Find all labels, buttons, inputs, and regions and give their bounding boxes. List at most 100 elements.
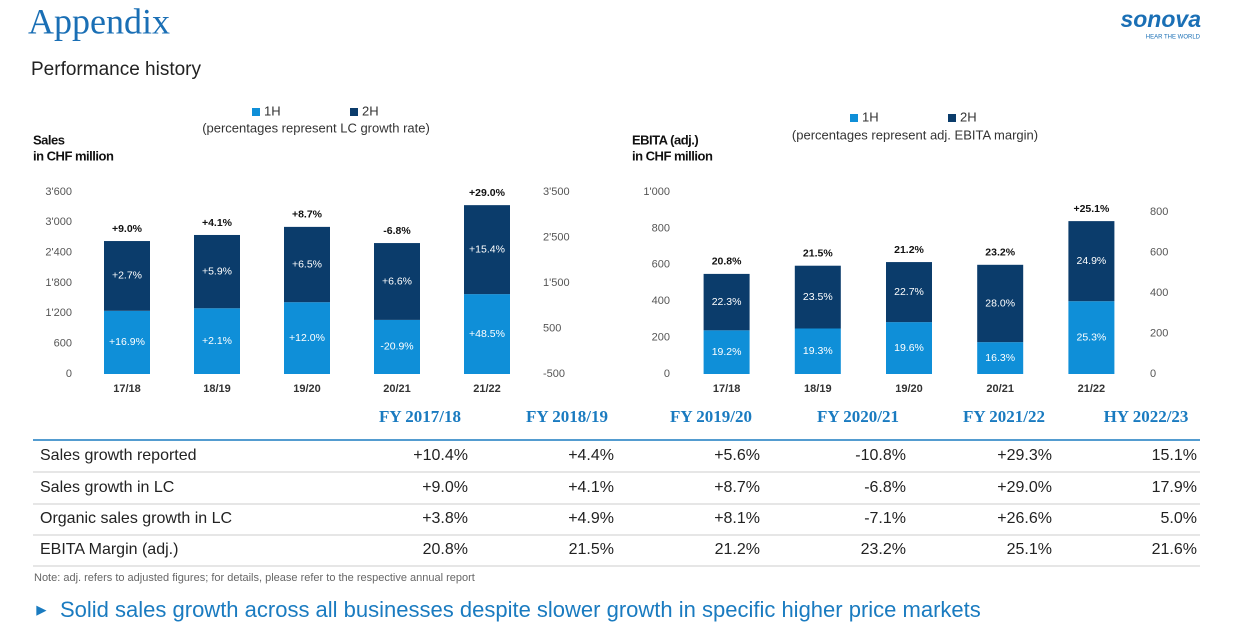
table-header: HY 2022/23 [1104, 407, 1189, 426]
table-cell: -6.8% [864, 479, 906, 496]
segment-label: 24.9% [1077, 255, 1107, 267]
total-label: 20.8% [712, 256, 742, 268]
segment-label: +2.1% [202, 335, 232, 347]
legend-note: (percentages represent LC growth rate) [202, 120, 430, 135]
segment-label: +2.7% [112, 270, 142, 282]
x-tick-label: 20/21 [986, 383, 1014, 395]
note: Note: adj. refers to adjusted figures; f… [34, 572, 475, 584]
y2-tick-label: 200 [1150, 327, 1168, 339]
table-cell: 23.2% [861, 541, 906, 558]
segment-label: +48.5% [469, 328, 505, 340]
legend-note: (percentages represent adj. EBITA margin… [792, 127, 1038, 142]
bar-segment [104, 241, 150, 311]
segment-label: +6.5% [292, 258, 322, 270]
table-cell: 21.5% [569, 541, 614, 558]
table-header: FY 2021/22 [963, 407, 1045, 426]
segment-label: 19.6% [894, 342, 924, 354]
table-cell: +9.0% [422, 479, 468, 496]
bar-segment [977, 342, 1024, 374]
x-tick-label: 18/19 [203, 383, 231, 395]
segment-label: 28.0% [985, 297, 1015, 309]
table-header: FY 2018/19 [526, 407, 608, 426]
total-label: 23.2% [985, 247, 1015, 259]
bar-segment [374, 319, 420, 374]
table-cell: +4.4% [568, 447, 614, 464]
y2-tick-label: 3'500 [543, 186, 570, 198]
row-label: Sales growth reported [40, 447, 197, 464]
y2-tick-label: 800 [1150, 206, 1168, 218]
segment-label: +12.0% [289, 332, 325, 344]
table-cell: +8.1% [714, 510, 760, 527]
row-label: Sales growth in LC [40, 479, 174, 496]
bar-segment [194, 234, 240, 309]
y2-tick-label: 500 [543, 322, 561, 334]
table-cell: +29.3% [997, 447, 1052, 464]
segment-label: +16.9% [109, 336, 145, 348]
y2-tick-label: 2'500 [543, 231, 570, 243]
x-tick-label: 17/18 [113, 383, 141, 395]
segment-label: 25.3% [1077, 331, 1107, 343]
x-tick-label: 20/21 [383, 383, 411, 395]
segment-label: 19.2% [712, 346, 742, 358]
y-tick-label: 400 [652, 295, 670, 307]
bar-segment [703, 273, 750, 331]
y-tick-label: 3'000 [45, 216, 72, 228]
total-label: 21.5% [803, 247, 833, 259]
table-header: FY 2020/21 [817, 407, 899, 426]
y-axis-label: in CHF million [33, 148, 114, 163]
bar-segment [977, 264, 1024, 343]
legend-swatch [350, 108, 358, 116]
total-label: -6.8% [383, 225, 411, 237]
bar-segment [886, 262, 932, 323]
x-tick-label: 18/19 [804, 383, 832, 395]
logo: sonova [1120, 6, 1201, 32]
bar-segment [703, 330, 750, 374]
bar-segment [284, 226, 330, 303]
slide-subtitle: Performance history [31, 59, 202, 80]
y-tick-label: 600 [652, 259, 670, 271]
bar-segment [194, 308, 240, 374]
total-label: +29.0% [469, 187, 506, 199]
x-tick-label: 17/18 [713, 383, 741, 395]
bar-segment [1068, 221, 1115, 302]
table-cell: -10.8% [855, 447, 906, 464]
x-tick-label: 19/20 [895, 383, 923, 395]
chart-title: EBITA (adj.) [632, 132, 698, 147]
table-cell: +26.6% [997, 510, 1052, 527]
y2-tick-label: 400 [1150, 287, 1168, 299]
y-tick-label: 2'400 [45, 247, 72, 259]
y-tick-label: 0 [664, 368, 670, 380]
segment-label: 16.3% [985, 352, 1015, 364]
bar-segment [886, 322, 932, 374]
y-tick-label: 0 [66, 368, 72, 380]
segment-label: -20.9% [380, 341, 413, 353]
total-label: +8.7% [292, 209, 323, 221]
chart-title: Sales [33, 132, 65, 147]
y2-tick-label: 1'500 [543, 277, 570, 289]
y-tick-label: 200 [652, 332, 670, 344]
bar-segment [464, 205, 510, 295]
table-cell: +4.9% [568, 510, 614, 527]
segment-label: 19.3% [803, 345, 833, 357]
y2-tick-label: 0 [1150, 368, 1156, 380]
bar-segment [794, 265, 841, 329]
segment-label: +15.4% [469, 243, 505, 255]
total-label: +25.1% [1073, 203, 1110, 215]
bar-segment [284, 302, 330, 374]
table-cell: +29.0% [997, 479, 1052, 496]
y-tick-label: 600 [54, 338, 72, 350]
y-tick-label: 1'000 [643, 186, 670, 198]
table-cell: 15.1% [1152, 447, 1197, 464]
legend-swatch [850, 114, 858, 122]
y-tick-label: 800 [652, 222, 670, 234]
bar-segment [794, 328, 841, 374]
total-label: 21.2% [894, 244, 924, 256]
y-axis-label: in CHF million [632, 148, 713, 163]
bar-segment [464, 294, 510, 374]
segment-label: 22.7% [894, 286, 924, 298]
table-cell: 25.1% [1007, 541, 1052, 558]
legend-label: 2H [362, 103, 379, 118]
row-label: Organic sales growth in LC [40, 510, 232, 527]
